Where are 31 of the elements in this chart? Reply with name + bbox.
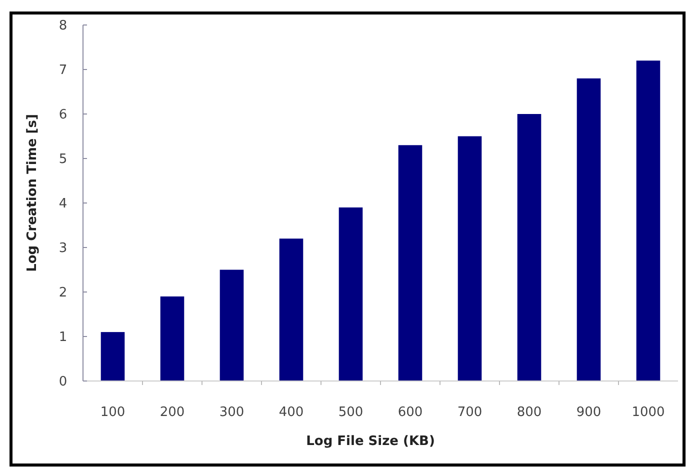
y-tick-label: 5 [58,152,68,168]
y-tick-label: 8 [58,18,68,34]
y-tick-label: 1 [58,330,68,346]
y-tick-label: 2 [58,286,68,301]
bar [576,78,601,381]
x-tick-label: 900 [576,405,602,420]
bar [160,296,184,381]
y-axis-title: Log Creation Time [s] [25,114,40,272]
bar [398,145,422,381]
x-tick-label: 800 [516,405,542,420]
bar [279,238,304,381]
x-tick-label: 100 [100,405,126,420]
y-tick-label: 0 [58,374,68,390]
x-tick-label: 400 [278,405,304,420]
x-axis-title: Log File Size (KB) [306,434,435,449]
bar [636,60,660,381]
x-tick-label: 300 [219,405,244,420]
x-tick-label: 600 [398,405,423,420]
bar [338,207,363,381]
x-tick-label: 200 [160,405,185,420]
x-tick-label: 1000 [632,405,665,420]
x-tick-label: 700 [457,405,482,420]
y-tick-label: 7 [58,63,68,78]
y-tick-label: 6 [58,108,68,123]
y-tick-label: 4 [58,196,68,212]
bar [100,332,125,381]
bar [517,114,542,381]
y-tick-label: 3 [58,241,68,256]
x-tick-label: 500 [338,405,364,420]
bar [458,136,482,381]
bar [220,270,244,381]
